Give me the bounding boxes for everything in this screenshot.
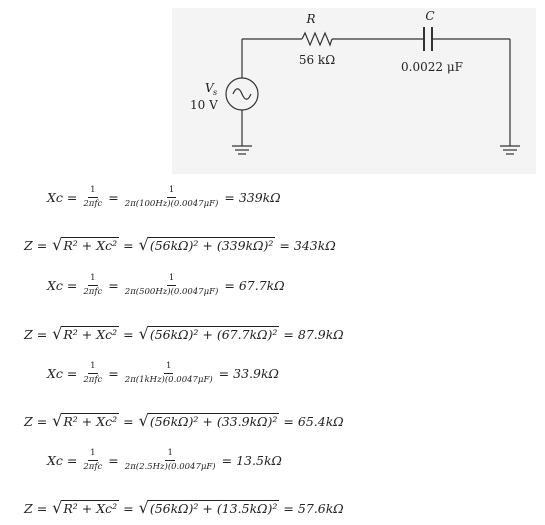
equals-sign: = bbox=[108, 366, 118, 381]
square-root-substituted: √ (56kΩ)² + (13.5kΩ)² bbox=[139, 500, 280, 516]
equation-lhs: Z bbox=[24, 327, 33, 342]
radicand: (56kΩ)² + (13.5kΩ)² bbox=[148, 500, 280, 516]
equals-sign: = bbox=[279, 238, 289, 253]
equals-sign: = bbox=[108, 453, 118, 468]
equation-z-1: Z = √ R² + Xc² = √ (56kΩ)² + (339kΩ)² = … bbox=[24, 237, 336, 253]
equals-sign: = bbox=[108, 190, 118, 205]
square-root-general: √ R² + Xc² bbox=[52, 326, 119, 342]
fraction-general: 1 2πfc bbox=[83, 449, 102, 471]
equation-result: 339kΩ bbox=[239, 190, 281, 205]
equation-z-2: Z = √ R² + Xc² = √ (56kΩ)² + (67.7kΩ)² =… bbox=[24, 326, 344, 342]
equation-lhs: Xc bbox=[47, 278, 63, 293]
square-root-substituted: √ (56kΩ)² + (339kΩ)² bbox=[139, 237, 276, 253]
fraction-general: 1 2πfc bbox=[83, 274, 102, 296]
equals-sign: = bbox=[67, 453, 77, 468]
equals-sign: = bbox=[224, 278, 234, 293]
fraction-numerator: 1 bbox=[88, 449, 97, 461]
equals-sign: = bbox=[283, 501, 293, 516]
fraction-numerator: 1 bbox=[88, 274, 97, 286]
equation-z-3: Z = √ R² + Xc² = √ (56kΩ)² + (33.9kΩ)² =… bbox=[24, 413, 344, 429]
equation-z-4: Z = √ R² + Xc² = √ (56kΩ)² + (13.5kΩ)² =… bbox=[24, 500, 344, 516]
equals-sign: = bbox=[283, 414, 293, 429]
fraction-denominator: 2πfc bbox=[83, 374, 102, 385]
equals-sign: = bbox=[37, 327, 47, 342]
square-root-general: √ R² + Xc² bbox=[52, 500, 119, 516]
fraction-substituted: 1 2π(500Hz)(0.0047μF) bbox=[125, 274, 219, 296]
radicand: R² + Xc² bbox=[61, 237, 119, 253]
fraction-numerator: 1 bbox=[88, 362, 97, 374]
fraction-denominator: 2π(500Hz)(0.0047μF) bbox=[125, 286, 219, 297]
equals-sign: = bbox=[37, 414, 47, 429]
equation-result: 57.6kΩ bbox=[298, 501, 344, 516]
equation-result: 13.5kΩ bbox=[236, 453, 282, 468]
equals-sign: = bbox=[67, 366, 77, 381]
equals-sign: = bbox=[123, 327, 133, 342]
radicand: R² + Xc² bbox=[61, 326, 119, 342]
fraction-denominator: 2πfc bbox=[83, 198, 102, 209]
radicand: (56kΩ)² + (339kΩ)² bbox=[148, 237, 276, 253]
radicand: R² + Xc² bbox=[61, 500, 119, 516]
equation-xc-4: Xc = 1 2πfc = 1 2π(2.5Hz)(0.0047μF) = 13… bbox=[47, 449, 282, 471]
square-root-substituted: √ (56kΩ)² + (33.9kΩ)² bbox=[139, 413, 280, 429]
equation-result: 67.7kΩ bbox=[239, 278, 285, 293]
equation-result: 343kΩ bbox=[294, 238, 336, 253]
square-root-substituted: √ (56kΩ)² + (67.7kΩ)² bbox=[139, 326, 280, 342]
equals-sign: = bbox=[219, 366, 229, 381]
equals-sign: = bbox=[224, 190, 234, 205]
equation-lhs: Z bbox=[24, 414, 33, 429]
equation-xc-1: Xc = 1 2πfc = 1 2π(100Hz)(0.0047μF) = 33… bbox=[47, 186, 281, 208]
equals-sign: = bbox=[123, 414, 133, 429]
fraction-numerator: 1 bbox=[164, 362, 173, 374]
fraction-numerator: 1 bbox=[165, 449, 174, 461]
equation-xc-2: Xc = 1 2πfc = 1 2π(500Hz)(0.0047μF) = 67… bbox=[47, 274, 285, 296]
fraction-general: 1 2πfc bbox=[83, 362, 102, 384]
fraction-numerator: 1 bbox=[167, 274, 176, 286]
radicand: (56kΩ)² + (67.7kΩ)² bbox=[148, 326, 280, 342]
equals-sign: = bbox=[123, 238, 133, 253]
fraction-numerator: 1 bbox=[167, 186, 176, 198]
equals-sign: = bbox=[37, 501, 47, 516]
fraction-denominator: 2πfc bbox=[83, 286, 102, 297]
fraction-general: 1 2πfc bbox=[83, 186, 102, 208]
equation-result: 65.4kΩ bbox=[298, 414, 344, 429]
fraction-substituted: 1 2π(1kHz)(0.0047μF) bbox=[125, 362, 213, 384]
equals-sign: = bbox=[123, 501, 133, 516]
equals-sign: = bbox=[67, 190, 77, 205]
fraction-substituted: 1 2π(2.5Hz)(0.0047μF) bbox=[125, 449, 216, 471]
equals-sign: = bbox=[108, 278, 118, 293]
radicand: R² + Xc² bbox=[61, 413, 119, 429]
equation-result: 33.9kΩ bbox=[233, 366, 279, 381]
fraction-substituted: 1 2π(100Hz)(0.0047μF) bbox=[125, 186, 219, 208]
equation-lhs: Z bbox=[24, 501, 33, 516]
equation-lhs: Z bbox=[24, 238, 33, 253]
fraction-numerator: 1 bbox=[88, 186, 97, 198]
radicand: (56kΩ)² + (33.9kΩ)² bbox=[148, 413, 280, 429]
fraction-denominator: 2π(100Hz)(0.0047μF) bbox=[125, 198, 219, 209]
equals-sign: = bbox=[283, 327, 293, 342]
square-root-general: √ R² + Xc² bbox=[52, 413, 119, 429]
fraction-denominator: 2π(1kHz)(0.0047μF) bbox=[125, 374, 213, 385]
square-root-general: √ R² + Xc² bbox=[52, 237, 119, 253]
equation-xc-3: Xc = 1 2πfc = 1 2π(1kHz)(0.0047μF) = 33.… bbox=[47, 362, 279, 384]
equals-sign: = bbox=[67, 278, 77, 293]
equation-lhs: Xc bbox=[47, 453, 63, 468]
equals-sign: = bbox=[37, 238, 47, 253]
fraction-denominator: 2πfc bbox=[83, 461, 102, 472]
equals-sign: = bbox=[222, 453, 232, 468]
equation-lhs: Xc bbox=[47, 366, 63, 381]
equation-result: 87.9kΩ bbox=[298, 327, 344, 342]
fraction-denominator: 2π(2.5Hz)(0.0047μF) bbox=[125, 461, 216, 472]
equation-lhs: Xc bbox=[47, 190, 63, 205]
